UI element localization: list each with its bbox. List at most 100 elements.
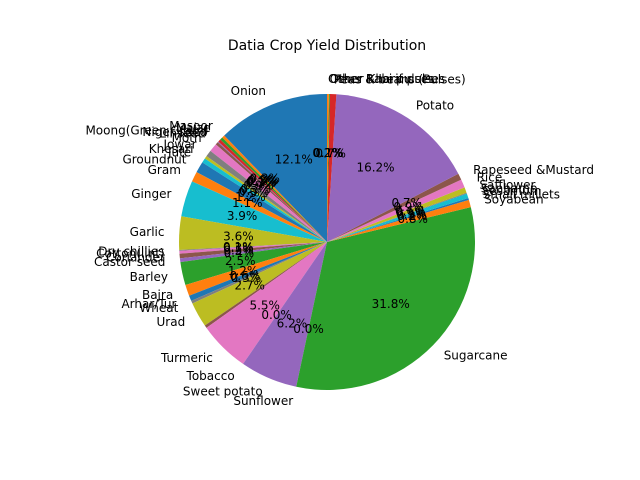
pct-label-safflower: 0.6% (395, 204, 426, 218)
slice-potato (327, 94, 459, 242)
pct-label-castor-seed: 0.4% (224, 246, 255, 260)
label-sunflower: Sunflower (233, 394, 293, 408)
label-groundnut: Groundnut (122, 153, 186, 167)
pct-label-moong-green-gram: 0.3% (247, 174, 278, 188)
label-sesamum: Sesamum (482, 184, 542, 198)
slice-dry-chillies (179, 242, 327, 251)
label-peas-beans-pulses: Peas & beans (Pulses) (334, 72, 466, 86)
pct-label-rapeseed-mustard: 0.7% (391, 196, 422, 210)
pct-label-masoor: 0.3% (249, 172, 280, 186)
pct-label-potato: 16.2% (356, 161, 394, 175)
slice-sweet-potato (243, 242, 327, 387)
slice-onion (224, 94, 327, 242)
pct-label-niger-seed: 0.1% (246, 175, 277, 189)
label-garlic: Garlic (130, 225, 165, 239)
pct-label-cotton-lint: 0.3% (223, 241, 254, 255)
label-other-rabi-pulses: Other Rabi pulses (328, 72, 435, 86)
chart-title: Datia Crop Yield Distribution (228, 38, 426, 54)
slice-rice (327, 179, 465, 242)
pct-label-sugarcane: 31.8% (372, 297, 410, 311)
slice-garlic (179, 216, 327, 250)
label-moth: Moth (172, 131, 202, 145)
pct-label-tobacco: 0.0% (261, 308, 292, 322)
label-arhar-tur: Arhar/Tur (121, 297, 176, 311)
slice-niger-seed (217, 141, 327, 242)
slice-safflower (327, 187, 467, 242)
slice-linseed (215, 142, 327, 242)
pct-label-ginger: 3.9% (227, 209, 258, 223)
slice-sugarcane (296, 207, 476, 391)
slice-gram (191, 172, 327, 242)
label-barley: Barley (130, 270, 168, 284)
label-turmeric: Turmeric (160, 351, 213, 365)
slice-masoor (222, 135, 327, 242)
pct-label-rice: 0.9% (393, 200, 424, 214)
pct-label-garlic: 3.6% (223, 230, 254, 244)
label-ginger: Ginger (131, 187, 171, 201)
label-niger-seed: Niger seed (142, 125, 207, 139)
pct-label-coriander: 0.5% (223, 243, 254, 257)
slice-turmeric (206, 242, 327, 364)
slice-peas-beans-pulses (327, 94, 337, 242)
label-other-kharif-pulses: Other Kharif pulses (330, 72, 445, 86)
slice-ginger (181, 181, 327, 242)
pct-label-sanhamp: 0.1% (396, 206, 427, 220)
percent-labels: 12.1%0.3%0.3%0.3%0.1%0.3%0.9%0.7%0.3%0.5… (223, 146, 428, 336)
label-bajra: Bajra (142, 288, 173, 302)
pct-label-gram: 1.1% (232, 196, 263, 210)
pct-label-sweet-potato: 6.2% (277, 317, 308, 331)
slice-other-kharif-pulses (327, 94, 330, 242)
label-sugarcane: Sugarcane (444, 349, 508, 363)
slice-maize (220, 137, 327, 242)
label-sanhamp: Sanhamp (481, 181, 538, 195)
pct-label-sunflower: 0.0% (293, 322, 324, 336)
pct-label-jute: 0.5% (238, 186, 269, 200)
pct-label-turmeric: 5.5% (249, 298, 280, 312)
pct-label-small-millets: 0.2% (397, 209, 428, 223)
pct-label-groundnut: 1.2% (235, 190, 266, 204)
slice-soyabean (327, 199, 471, 242)
pct-label-khesari: 0.3% (239, 184, 270, 198)
pct-label-bajra: 1.2% (228, 264, 259, 278)
pct-label-moth: 0.9% (243, 178, 274, 192)
label-tobacco: Tobacco (186, 369, 235, 383)
label-linseed: Linseed (159, 127, 205, 141)
pct-label-peas-beans-pulses: 0.7% (315, 146, 346, 160)
pct-label-sesamum: 0.5% (396, 207, 427, 221)
label-rapeseed-mustard: Rapeseed &Mustard (473, 163, 594, 177)
slice-barley (180, 242, 327, 286)
label-sweet-potato: Sweet potato (183, 385, 263, 399)
label-coriander: Coriander (106, 251, 165, 265)
slice-jute (202, 158, 327, 242)
pct-label-maize: 0.3% (248, 173, 279, 187)
label-urad: Urad (157, 315, 186, 329)
label-masoor: Masoor (169, 119, 213, 133)
pct-label-jowar: 0.7% (241, 182, 272, 196)
label-safflower: Safflower (479, 178, 535, 192)
slice-bajra (185, 242, 327, 296)
slice-groundnut (196, 162, 327, 242)
label-gram: Gram (148, 163, 181, 177)
slice-arhar-tur (189, 242, 327, 301)
slice-small-millets (327, 198, 469, 242)
pie-slices (179, 93, 476, 391)
pct-label-onion: 12.1% (275, 153, 313, 167)
slice-jowar (206, 150, 327, 242)
slice-urad (192, 242, 327, 326)
label-potato: Potato (416, 99, 454, 113)
slice-other-rabi-pulses (327, 93, 329, 242)
pct-label-dry-chillies: 0.1% (223, 240, 254, 254)
slice-sesamum (327, 193, 469, 242)
label-castor-seed: Castor seed (94, 255, 165, 269)
slice-khesari (204, 156, 327, 242)
label-onion: Onion (231, 84, 266, 98)
label-jute: Jute (167, 145, 191, 159)
slice-sanhamp (327, 192, 467, 242)
slice-moong-green-gram (218, 139, 327, 242)
pct-label-urad: 2.7% (234, 279, 265, 293)
slice-coriander (179, 242, 327, 259)
pct-label-wheat: 0.3% (231, 271, 262, 285)
label-maize: Maize (176, 121, 211, 135)
